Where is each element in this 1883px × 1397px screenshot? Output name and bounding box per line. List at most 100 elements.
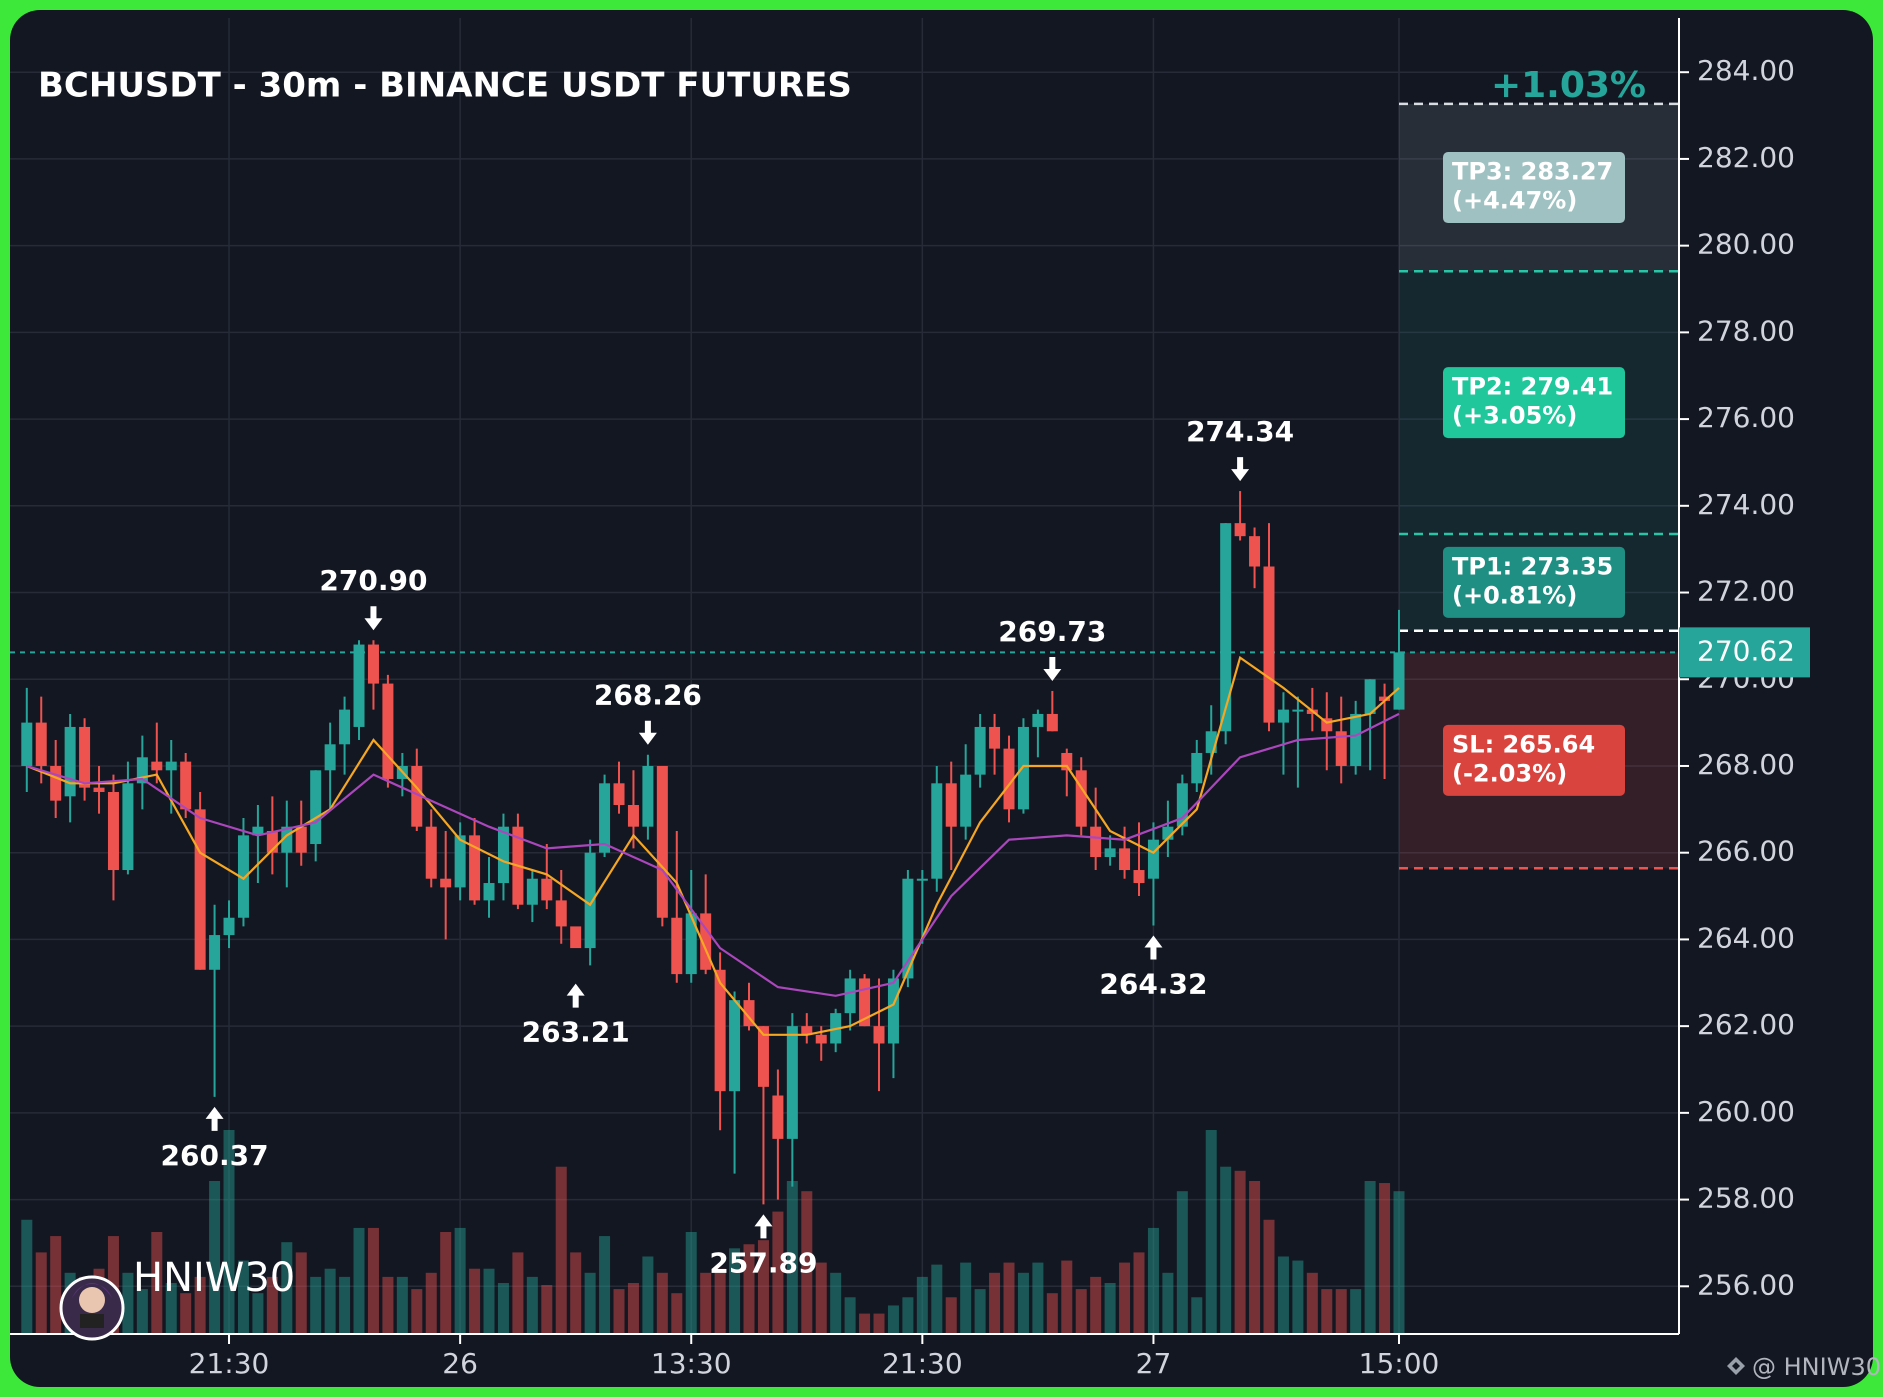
candle-body: [613, 783, 625, 805]
candle-body: [469, 835, 481, 901]
credit: @ HNIW30: [1727, 1353, 1881, 1381]
candle-body: [772, 1095, 784, 1139]
annotations: 260.37 270.90 263.21 268.26 257.89 269.73 264.…: [161, 415, 1295, 1279]
candle-body: [353, 644, 365, 727]
candle-body: [194, 809, 206, 970]
candle-body: [122, 783, 134, 871]
volume-bar: [1046, 1293, 1058, 1334]
candle-body: [1032, 713, 1044, 727]
y-tick-label: 282.00: [1697, 141, 1795, 174]
volume-bar: [1220, 1166, 1232, 1334]
annotation-arrow: [638, 720, 657, 745]
candle-body: [1234, 523, 1246, 537]
volume-bar: [295, 1252, 307, 1334]
volume-bar: [469, 1268, 481, 1334]
candle-body: [1292, 709, 1304, 712]
candle-body: [1191, 752, 1203, 784]
candle-body: [35, 722, 47, 766]
volume-bar: [367, 1227, 379, 1334]
volume-bar: [570, 1252, 582, 1334]
y-tick-label: 272.00: [1697, 575, 1795, 608]
candle-body: [136, 757, 148, 784]
volume-bar: [887, 1305, 899, 1334]
moving-average: [26, 712, 1400, 997]
candle-body: [1321, 718, 1333, 732]
y-tick-label: 280.00: [1697, 228, 1795, 261]
volume-bar: [324, 1268, 336, 1334]
candle-body: [1133, 870, 1145, 884]
target-box: [1443, 152, 1625, 224]
volume-bar: [165, 1283, 177, 1334]
annotation-label: 268.26: [594, 679, 702, 712]
moving-averages: [26, 655, 1400, 1036]
y-tick-label: 266.00: [1697, 835, 1795, 868]
candle-body: [237, 835, 249, 918]
volume-bar: [1306, 1272, 1318, 1334]
annotation-label: 263.21: [522, 1016, 630, 1049]
volume-bar: [252, 1293, 264, 1334]
y-tick-label: 268.00: [1697, 748, 1795, 781]
x-tick-label: 26: [442, 1347, 478, 1380]
volume-bar: [873, 1313, 885, 1334]
candle-body: [1090, 826, 1102, 858]
candle-body: [367, 644, 379, 684]
annotation-arrow: [205, 1106, 224, 1131]
volume-bar: [512, 1252, 524, 1334]
candle-body: [1162, 826, 1174, 840]
candle-body: [974, 726, 986, 775]
candle-body: [989, 726, 1001, 749]
volume-bar: [642, 1256, 654, 1334]
candle-body: [1350, 713, 1362, 766]
annotation-arrow: [1043, 656, 1062, 681]
target-change: (+4.47%): [1452, 187, 1577, 215]
y-tick-label: 278.00: [1697, 314, 1795, 347]
candle-body: [79, 726, 91, 788]
volume-bar: [1292, 1260, 1304, 1334]
volume-bar: [1147, 1227, 1159, 1334]
volume-bar: [180, 1293, 192, 1334]
target-change: (+3.05%): [1452, 402, 1577, 430]
volume-bar: [1321, 1289, 1333, 1334]
candle-body: [873, 1026, 885, 1044]
candle-body: [93, 787, 105, 792]
candle-body: [570, 926, 582, 949]
candle-body: [555, 900, 567, 927]
x-tick-label: 15:00: [1359, 1347, 1440, 1380]
volume-bar: [844, 1297, 856, 1334]
candle-body: [339, 709, 351, 745]
candle-body: [945, 783, 957, 827]
volume-bar: [599, 1236, 611, 1334]
volume: [21, 1130, 1405, 1334]
candle-body: [541, 878, 553, 901]
x-tick-label: 21:30: [189, 1347, 270, 1380]
volume-bar: [786, 1181, 798, 1334]
candle-body: [497, 826, 509, 884]
annotation-label: 269.73: [998, 615, 1106, 648]
volume-bar: [1191, 1297, 1203, 1334]
chart-title: BCHUSDT - 30m - BINANCE USDT FUTURES: [38, 66, 852, 106]
y-tick-label: 260.00: [1697, 1095, 1795, 1128]
candle-body: [584, 852, 596, 949]
candle-body: [324, 744, 336, 771]
credit-text: @ HNIW30: [1752, 1353, 1881, 1381]
candles: [21, 491, 1405, 1205]
candle-body: [902, 878, 914, 979]
volume-bar: [1379, 1183, 1391, 1334]
candle-body: [815, 1034, 827, 1044]
candle-body: [656, 765, 668, 918]
candle-body: [729, 1000, 741, 1092]
candle-body: [671, 917, 683, 975]
volume-bar: [685, 1232, 697, 1334]
x-tick-label: 21:30: [882, 1347, 963, 1380]
y-tick-label: 284.00: [1697, 54, 1795, 87]
candle-body: [310, 770, 322, 845]
volume-bar: [1075, 1289, 1087, 1334]
candle-body: [252, 826, 264, 836]
y-tick-label: 262.00: [1697, 1008, 1795, 1041]
volume-bar: [194, 1276, 206, 1334]
volume-bar: [1017, 1272, 1029, 1334]
volume-bar: [21, 1219, 33, 1334]
volume-bar: [353, 1227, 365, 1334]
volume-bar: [50, 1236, 62, 1334]
